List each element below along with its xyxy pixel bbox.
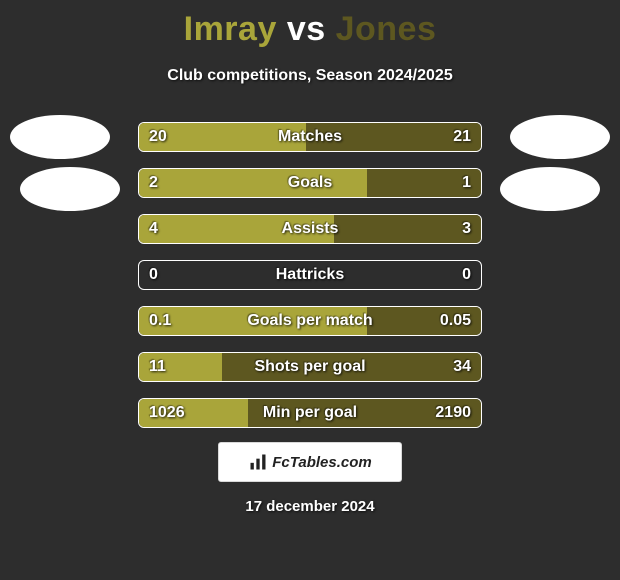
player1-avatar-placeholder bbox=[10, 115, 110, 159]
stat-value-left: 11 bbox=[139, 353, 176, 381]
stat-value-right: 0.05 bbox=[430, 307, 481, 335]
player2-avatar-placeholder bbox=[500, 167, 600, 211]
stat-value-left: 0 bbox=[139, 261, 168, 289]
branding-text: FcTables.com bbox=[272, 454, 371, 471]
stat-row: 0 0Hattricks bbox=[138, 260, 482, 290]
branding-link[interactable]: FcTables.com bbox=[218, 442, 402, 482]
stat-row: 10262190Min per goal bbox=[138, 398, 482, 428]
stat-row: 2021Matches bbox=[138, 122, 482, 152]
player2-name: Jones bbox=[336, 10, 437, 48]
stat-value-left: 4 bbox=[139, 215, 168, 243]
stat-value-right: 0 bbox=[452, 261, 481, 289]
stat-rows-container: 2021Matches21Goals43Assists00Hattricks0.… bbox=[138, 122, 482, 444]
stat-bar-right bbox=[222, 353, 481, 381]
stat-value-left: 2 bbox=[139, 169, 168, 197]
comparison-title: Imray vs Jones bbox=[0, 0, 620, 49]
stat-row: 43Assists bbox=[138, 214, 482, 244]
player1-avatar-placeholder bbox=[20, 167, 120, 211]
stat-value-left: 0.1 bbox=[139, 307, 181, 335]
stat-row: 0.10.05Goals per match bbox=[138, 306, 482, 336]
stat-bar-left bbox=[139, 169, 367, 197]
bar-chart-icon bbox=[248, 452, 268, 472]
stat-value-left: 1026 bbox=[139, 399, 195, 427]
stat-label: Hattricks bbox=[139, 261, 481, 289]
season-subtitle: Club competitions, Season 2024/2025 bbox=[0, 67, 620, 85]
stat-value-right: 3 bbox=[452, 215, 481, 243]
stat-row: 1134Shots per goal bbox=[138, 352, 482, 382]
vs-label: vs bbox=[287, 10, 326, 48]
stat-bar-left bbox=[139, 215, 334, 243]
infographic-date: 17 december 2024 bbox=[0, 498, 620, 515]
stat-value-right: 34 bbox=[443, 353, 481, 381]
stat-value-right: 2190 bbox=[425, 399, 481, 427]
stat-row: 21Goals bbox=[138, 168, 482, 198]
player2-avatar-placeholder bbox=[510, 115, 610, 159]
stat-value-left: 20 bbox=[139, 123, 177, 151]
player1-name: Imray bbox=[184, 10, 277, 48]
stat-value-right: 21 bbox=[443, 123, 481, 151]
stat-value-right: 1 bbox=[452, 169, 481, 197]
